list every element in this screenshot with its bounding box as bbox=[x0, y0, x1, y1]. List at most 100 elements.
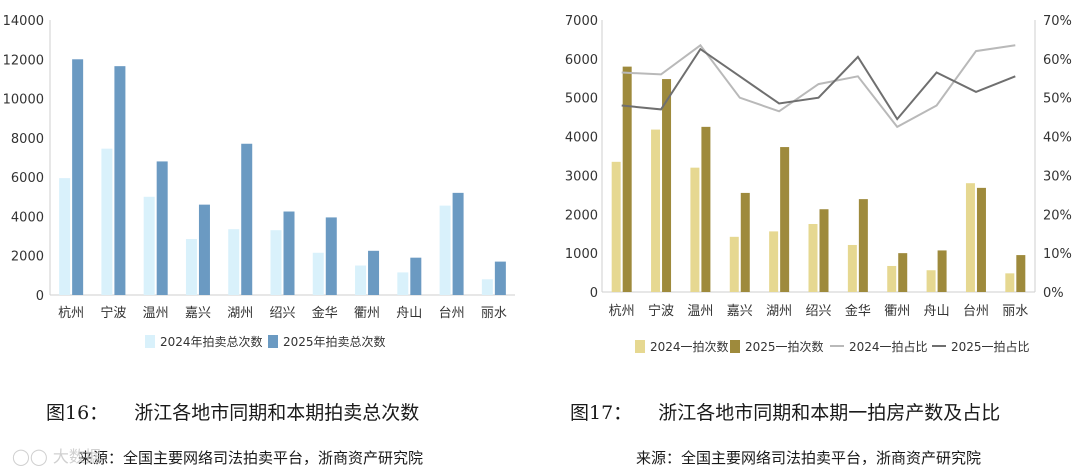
y-tick-label: 2000 bbox=[11, 250, 44, 265]
bar-2025 bbox=[241, 143, 253, 295]
bar-2024 bbox=[270, 230, 282, 295]
right-figure: 0 1000 2000 3000 4000 5000 6000 7000 0% 10% 20% 30%… bbox=[540, 0, 1080, 475]
y-tick-label: 0 bbox=[36, 289, 44, 304]
bar-2024 bbox=[185, 239, 197, 295]
bar-2025 bbox=[198, 204, 210, 295]
x-tick-label: 杭州 bbox=[609, 304, 635, 319]
line-series-2025 bbox=[621, 47, 1016, 121]
legend-label: 2025一拍次数 bbox=[745, 339, 824, 354]
figure-caption-17: 图17： 浙江各地市同期和本期一拍房产数及占比 bbox=[570, 398, 1000, 425]
bar-2025 bbox=[156, 161, 168, 295]
y-tick-label: 14000 bbox=[3, 14, 44, 29]
legend-swatch bbox=[635, 340, 645, 353]
source-note: 来源：全国主要网络司法拍卖平台，浙商资产研究院 bbox=[78, 449, 424, 467]
legend-label: 2024年拍卖总次数 bbox=[160, 334, 263, 349]
y-tick-label: 0 bbox=[590, 286, 598, 301]
x-tick-label: 丽水 bbox=[481, 306, 507, 321]
x-tick-label: 湖州 bbox=[766, 304, 792, 319]
first-auction-chart: 0 1000 2000 3000 4000 5000 6000 7000 0% 10% 20% 30%… bbox=[565, 14, 1072, 354]
y-tick-label: 10000 bbox=[3, 93, 44, 108]
figure-title: 浙江各地市同期和本期拍卖总次数 bbox=[134, 402, 420, 424]
bar-2024 bbox=[651, 129, 661, 292]
bar-2024 bbox=[887, 265, 897, 292]
y-tick-label: 8000 bbox=[11, 132, 44, 147]
x-tick-label: 湖州 bbox=[227, 306, 253, 321]
bar-2024 bbox=[926, 270, 936, 292]
y-tick-label: 6000 bbox=[565, 53, 598, 68]
bar-2024 bbox=[355, 265, 367, 295]
bar-2025 bbox=[494, 261, 506, 295]
bar-2024 bbox=[312, 252, 324, 295]
x-tick-label: 金华 bbox=[845, 303, 871, 319]
x-tick-label: 丽水 bbox=[1002, 304, 1028, 319]
bar-2025 bbox=[740, 192, 750, 292]
bar-2025 bbox=[622, 66, 632, 292]
watermark-text: 大数据 bbox=[52, 447, 101, 466]
bar-2025 bbox=[780, 147, 790, 292]
legend-label: 2024一拍次数 bbox=[650, 339, 729, 354]
left-figure: 0 2000 4000 6000 8000 10000 12000 14000 杭州 宁波 温州 嘉兴… bbox=[3, 14, 515, 467]
y-tick-label: 12000 bbox=[3, 53, 44, 68]
x-tick-label: 宁波 bbox=[648, 303, 674, 319]
figure-title: 浙江各地市同期和本期一拍房产数及占比 bbox=[658, 402, 1001, 424]
bar-2025 bbox=[937, 250, 947, 292]
y-tick-label: 3000 bbox=[565, 169, 598, 184]
bar-2024 bbox=[965, 183, 975, 292]
bar-2025 bbox=[368, 250, 380, 295]
x-tick-label: 金华 bbox=[312, 305, 338, 321]
bar-2025 bbox=[283, 211, 295, 295]
y2-tick-label: 0% bbox=[1043, 286, 1064, 301]
legend-label: 2024一拍占比 bbox=[849, 339, 928, 354]
source-note: 来源：全国主要网络司法拍卖平台，浙商资产研究院 bbox=[636, 449, 982, 467]
total-auctions-chart: 0 2000 4000 6000 8000 10000 12000 14000 杭州 宁波 温州 嘉兴… bbox=[3, 14, 515, 349]
x-tick-label: 衢州 bbox=[884, 304, 910, 319]
y-tick-label: 1000 bbox=[565, 247, 598, 262]
legend-swatch bbox=[730, 340, 740, 353]
line-series-2024 bbox=[621, 43, 1016, 129]
figure-number: 图16： bbox=[46, 402, 109, 424]
x-tick-label: 绍兴 bbox=[805, 304, 831, 319]
x-tick-label: 舟山 bbox=[396, 306, 422, 321]
legend-swatch bbox=[268, 335, 278, 348]
x-tick-label: 宁波 bbox=[100, 305, 126, 321]
x-tick-label: 舟山 bbox=[924, 304, 950, 319]
y2-tick-label: 40% bbox=[1043, 131, 1072, 146]
bar-2025 bbox=[1016, 255, 1026, 292]
legend-swatch bbox=[145, 335, 155, 348]
bar-2025 bbox=[662, 79, 672, 292]
bar-2025 bbox=[858, 199, 868, 292]
figure-caption-16: 图16： 浙江各地市同期和本期拍卖总次数 bbox=[46, 398, 419, 425]
x-tick-label: 台州 bbox=[439, 306, 465, 321]
y2-tick-label: 50% bbox=[1043, 92, 1072, 107]
y2-tick-label: 10% bbox=[1043, 247, 1072, 262]
x-tick-label: 温州 bbox=[143, 306, 169, 321]
x-tick-label: 台州 bbox=[963, 304, 989, 319]
bar-2025 bbox=[898, 253, 908, 292]
bar-2025 bbox=[452, 192, 464, 295]
watermark-logo-icon: ◯◯ bbox=[12, 447, 48, 466]
y-tick-label: 6000 bbox=[11, 171, 44, 186]
y2-tick-label: 30% bbox=[1043, 169, 1072, 184]
y-tick-label: 7000 bbox=[565, 14, 598, 29]
y2-tick-label: 20% bbox=[1043, 208, 1072, 223]
bar-2024 bbox=[101, 148, 113, 295]
x-tick-label: 杭州 bbox=[58, 306, 84, 321]
x-tick-label: 嘉兴 bbox=[185, 306, 211, 321]
bar-2025 bbox=[976, 187, 986, 292]
bar-2025 bbox=[410, 257, 422, 295]
bar-2025 bbox=[819, 209, 829, 292]
bar-2024 bbox=[769, 231, 779, 292]
figure-number: 图17： bbox=[570, 402, 633, 424]
legend-label: 2025一拍占比 bbox=[951, 339, 1030, 354]
y-tick-label: 4000 bbox=[565, 131, 598, 146]
watermark: ◯◯ 大数据 bbox=[12, 443, 101, 467]
bar-2024 bbox=[228, 229, 240, 295]
y2-tick-label: 60% bbox=[1043, 53, 1072, 68]
bar-2025 bbox=[701, 126, 711, 292]
bar-2024 bbox=[611, 161, 621, 292]
x-tick-label: 温州 bbox=[687, 304, 713, 319]
x-tick-label: 绍兴 bbox=[269, 306, 295, 321]
bar-2024 bbox=[808, 224, 818, 292]
bar-2024 bbox=[397, 272, 409, 295]
bar-2024 bbox=[847, 244, 857, 292]
